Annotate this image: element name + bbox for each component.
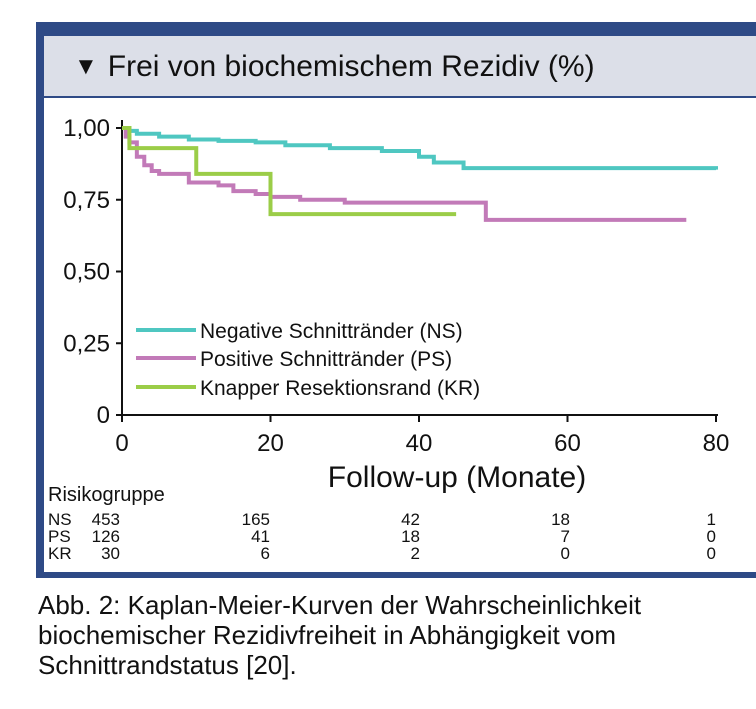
- series-line-ns: [122, 126, 718, 171]
- panel-title: ▼ Frei von biochemischem Rezidiv (%): [74, 50, 595, 84]
- x-axis-label: Follow-up (Monate): [328, 461, 586, 494]
- risk-cell: 165: [241, 510, 270, 529]
- risk-cell: 6: [260, 544, 270, 563]
- triangle-down-icon: ▼: [74, 53, 98, 80]
- y-tick-label: 1,00: [63, 115, 110, 142]
- risk-row-label: NS: [48, 510, 72, 529]
- y-tick-label: 0,75: [63, 187, 110, 214]
- risk-cell: 453: [91, 510, 120, 529]
- risk-cell: 7: [560, 527, 570, 546]
- risk-cell: 0: [560, 544, 570, 563]
- risk-cell: 42: [401, 510, 420, 529]
- figure-panel: [44, 36, 756, 572]
- risk-cell: 41: [251, 527, 270, 546]
- x-tick-label: 80: [703, 430, 730, 457]
- risk-cell: 18: [551, 510, 570, 529]
- risk-row-label: KR: [48, 544, 72, 563]
- y-tick-label: 0,25: [63, 330, 110, 357]
- legend-label-ps: Positive Schnittränder (PS): [200, 348, 452, 371]
- y-tick-label: 0: [97, 402, 110, 429]
- risk-cell: 18: [401, 527, 420, 546]
- x-tick-label: 20: [257, 430, 284, 457]
- x-tick-label: 40: [406, 430, 433, 457]
- risk-cell: 0: [706, 527, 716, 546]
- x-tick-label: 0: [115, 430, 128, 457]
- series-line-ps: [122, 126, 687, 222]
- figure-caption: Abb. 2: Kaplan-Meier-Kurven der Wahrsche…: [38, 590, 642, 680]
- panel-header: ▼ Frei von biochemischem Rezidiv (%): [44, 36, 756, 98]
- series-line-kr: [122, 126, 457, 217]
- legend-label-ns: Negative Schnittränder (NS): [200, 320, 463, 343]
- x-tick-label: 60: [554, 430, 581, 457]
- risk-cell: 30: [101, 544, 120, 563]
- risk-cell: 0: [706, 544, 716, 563]
- y-tick-label: 0,50: [63, 259, 110, 286]
- legend-label-kr: Knapper Resektionsrand (KR): [200, 377, 480, 400]
- risk-cell: 1: [706, 510, 716, 529]
- risk-cell: 126: [91, 527, 120, 546]
- risk-row-label: PS: [48, 527, 71, 546]
- risk-cell: 2: [410, 544, 420, 563]
- risk-table-title: Risikogruppe: [48, 484, 165, 506]
- panel-title-text: Frei von biochemischem Rezidiv (%): [107, 50, 595, 83]
